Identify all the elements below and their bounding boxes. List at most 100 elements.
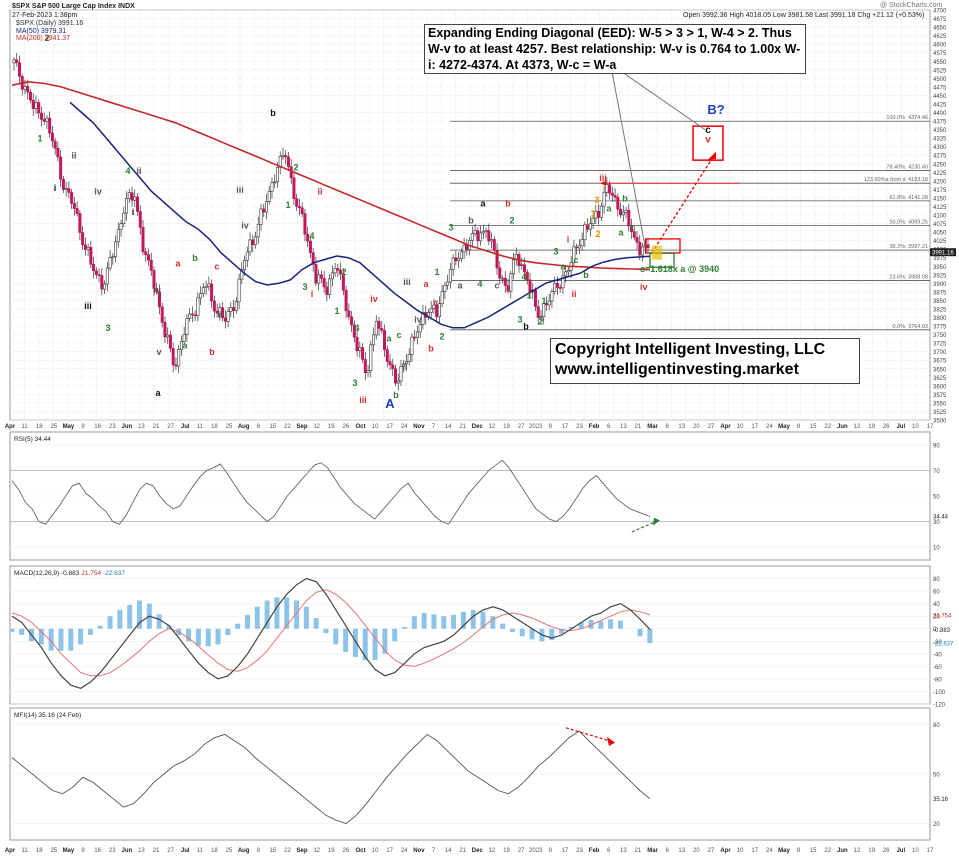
macd-histogram-bar — [294, 600, 300, 629]
price-candle-body — [94, 270, 98, 275]
macd-histogram-bar — [107, 616, 113, 629]
wave-label: 4 — [354, 323, 359, 333]
price-candle-body — [70, 192, 74, 204]
macd-y-tick: -20 — [933, 640, 942, 646]
price-candle-body — [555, 283, 559, 288]
x-tick-label: 18 — [211, 848, 218, 854]
price-candle-body — [588, 223, 592, 230]
x-tick-label: 8 — [257, 848, 261, 854]
price-candle-body — [597, 211, 601, 218]
mfi-last-label: 35.16 — [933, 797, 949, 803]
price-candle-body — [319, 274, 323, 279]
macd-y-tick: 20 — [933, 615, 940, 621]
wave-label: iii — [403, 277, 411, 287]
price-y-tick: 3950 — [933, 265, 947, 271]
price-candle-body — [190, 313, 194, 316]
wave-label: 2 — [44, 33, 49, 43]
price-candle-body — [297, 206, 301, 209]
price-candle-body — [314, 264, 318, 284]
price-candle-body — [141, 227, 145, 253]
macd-histogram-bar — [362, 628, 368, 661]
wave-label: iii — [236, 185, 244, 195]
price-y-tick: 3925 — [933, 273, 947, 279]
macd-histogram-bar — [205, 628, 211, 647]
wave-label: iv — [153, 286, 161, 296]
wave-label: 1 — [590, 209, 595, 219]
price-candle-body — [265, 201, 269, 213]
rsi-arrow — [631, 521, 657, 533]
price-candle-body — [50, 132, 54, 142]
price-candle-body — [86, 246, 90, 250]
macd-last-label: -22.637 — [933, 641, 954, 647]
price-candle-body — [42, 119, 46, 122]
price-candle-body — [45, 117, 49, 122]
price-candle-body — [577, 245, 581, 249]
price-candle-body — [116, 229, 120, 243]
wave-label: a — [618, 228, 624, 238]
x-tick-label: 20 — [693, 848, 700, 854]
price-candle-body — [610, 192, 614, 196]
price-y-tick: 4450 — [933, 94, 947, 100]
macd-histogram-bar — [598, 621, 604, 629]
price-candle-body — [473, 230, 477, 234]
price-candle-body — [503, 277, 507, 286]
price-candle-body — [218, 307, 222, 314]
price-candle-body — [130, 192, 134, 201]
price-y-tick: 3625 — [933, 376, 947, 382]
price-y-tick: 3775 — [933, 325, 947, 331]
price-candle-body — [138, 211, 142, 228]
x-tick-label: 6 — [665, 848, 669, 854]
macd-histogram-bar — [9, 628, 15, 632]
macd-histogram-bar — [411, 616, 417, 629]
x-tick-label: 17 — [751, 848, 758, 854]
macd-histogram-bar — [68, 628, 74, 651]
x-tick-label: 10 — [912, 424, 919, 430]
macd-y-tick: 60 — [933, 590, 940, 596]
header-ohlc: Open 3992.36 High 4018.05 Low 3981.58 La… — [683, 12, 925, 19]
macd-histogram-bar — [549, 628, 555, 641]
price-candle-body — [75, 208, 79, 214]
x-tick-label: 12 — [313, 424, 320, 430]
current-yellow-box — [652, 245, 662, 260]
macd-histogram-bar — [529, 628, 535, 640]
macd-histogram-bar — [78, 628, 84, 645]
wave-label: b — [622, 193, 628, 203]
price-candle-body — [586, 224, 590, 230]
x-tick-label: 12 — [489, 848, 496, 854]
wave-label: 3 — [594, 195, 599, 205]
price-y-tick: 3850 — [933, 299, 947, 305]
price-candle-body — [410, 336, 414, 355]
price-y-tick: 4175 — [933, 188, 947, 194]
price-y-tick: 3675 — [933, 359, 947, 365]
price-candle-body — [196, 297, 200, 316]
macd-hist-value: -22.637 — [103, 570, 125, 577]
price-candle-body — [613, 195, 617, 198]
x-tick-label: May — [63, 848, 75, 854]
x-tick-label: 10 — [372, 424, 379, 430]
rsi-y-tick: 30 — [933, 520, 940, 526]
price-candle-body — [566, 269, 570, 273]
macd-histogram-bar — [392, 628, 398, 642]
wave-label: 1 — [526, 291, 531, 301]
price-candle-body — [421, 312, 425, 325]
macd-histogram-bar — [323, 628, 329, 634]
x-tick-label: 25 — [50, 848, 57, 854]
wave-label: c — [396, 330, 401, 340]
x-tick-label: 27 — [167, 848, 174, 854]
x-tick-label: Dec — [472, 848, 484, 854]
eed-note-box: Expanding Ending Diagonal (EED): W-5 > 3… — [424, 24, 806, 74]
wave-label: a — [386, 333, 392, 343]
x-tick-label: 10 — [737, 848, 744, 854]
price-candle-body — [226, 311, 230, 322]
wave-label: a — [175, 258, 181, 268]
wave-label: 4 — [309, 231, 314, 241]
fib-level-label: 100.0%: 4374.46 — [886, 115, 928, 121]
x-tick-label: 26 — [883, 424, 890, 430]
price-candle-body — [234, 301, 238, 311]
wave-label: 2 — [538, 316, 543, 326]
x-tick-label: Jul — [181, 848, 190, 854]
x-tick-label: 27 — [708, 848, 715, 854]
price-y-tick: 4500 — [933, 77, 947, 83]
wave-label: iv — [370, 294, 378, 304]
wave-label: iii — [84, 301, 92, 311]
